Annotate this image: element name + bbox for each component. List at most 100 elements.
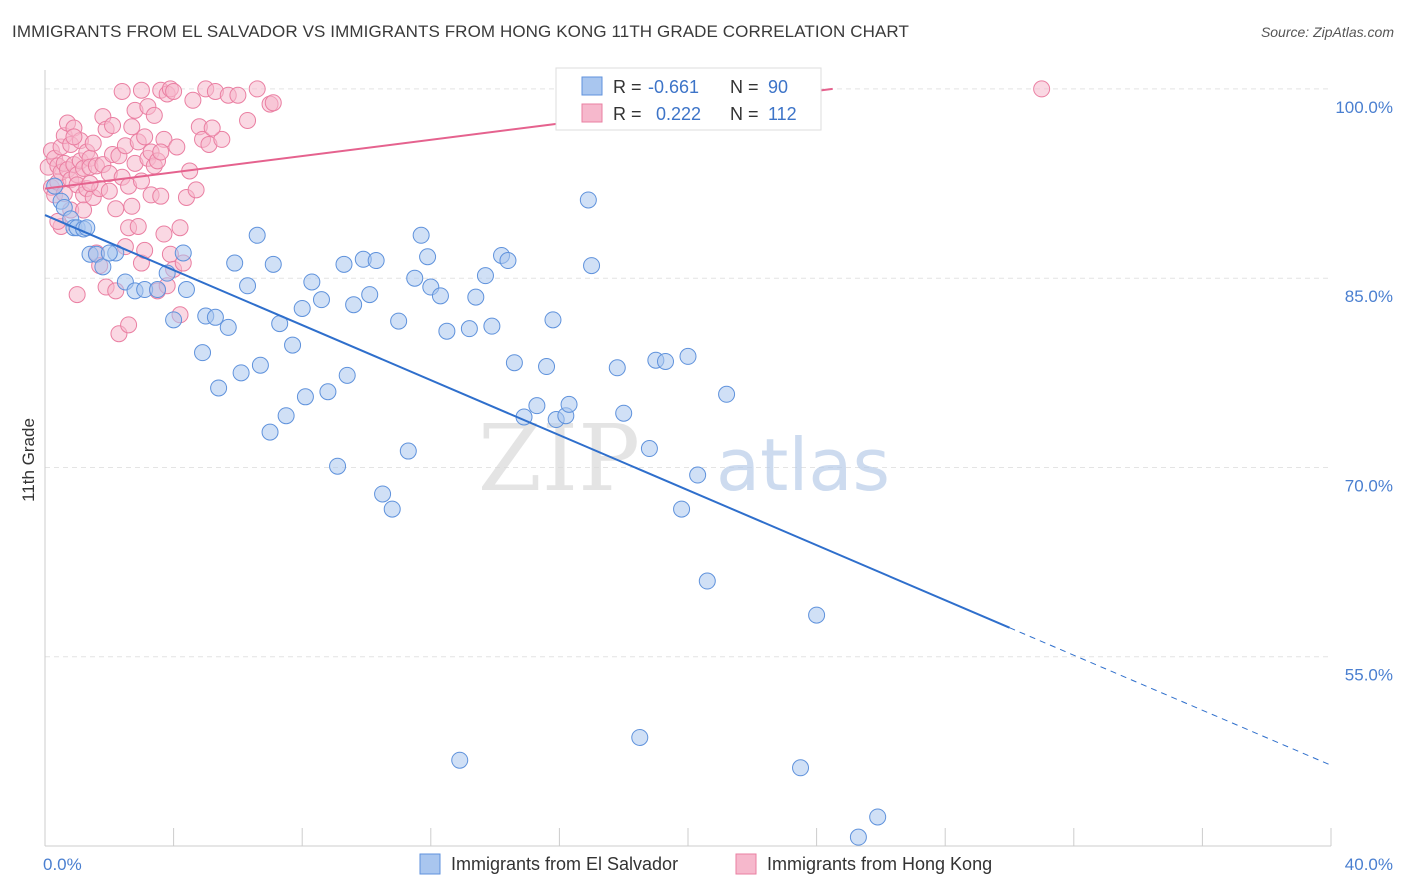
series-legend-label-pink: Immigrants from Hong Kong: [767, 854, 992, 874]
el-salvador-point: [149, 281, 167, 299]
hong-kong-point: [100, 182, 118, 200]
legend-r-label-2: R =: [613, 104, 642, 124]
source-label: Source: ZipAtlas.com: [1260, 24, 1394, 40]
el-salvador-point: [277, 407, 295, 425]
el-salvador-point: [673, 500, 691, 518]
el-salvador-point: [792, 759, 810, 777]
correlation-legend: R = -0.661 N = 90 R = 0.222 N = 112: [555, 67, 822, 131]
el-salvador-point: [194, 344, 212, 362]
hong-kong-point: [123, 197, 141, 215]
hong-kong-point: [1033, 80, 1051, 98]
el-salvador-point: [177, 281, 195, 299]
hong-kong-point: [171, 219, 189, 237]
x-tick-label: 40.0%: [1345, 855, 1393, 874]
el-salvador-point: [560, 395, 578, 413]
hong-kong-point: [68, 286, 86, 304]
el-salvador-point: [303, 273, 321, 291]
hong-kong-point: [165, 82, 183, 100]
el-salvador-point: [476, 267, 494, 285]
el-salvador-point: [293, 299, 311, 317]
el-salvador-point: [284, 336, 302, 354]
el-salvador-point: [499, 252, 517, 270]
hong-kong-point: [213, 130, 231, 148]
hong-kong-point: [113, 82, 131, 100]
el-salvador-point: [849, 828, 867, 846]
series-legend: Immigrants from El Salvador Immigrants f…: [419, 853, 992, 875]
hong-kong-point: [120, 316, 138, 334]
el-salvador-point: [615, 404, 633, 422]
legend-n-label-1: N =: [730, 77, 759, 97]
el-salvador-point: [538, 358, 556, 376]
hong-kong-point: [65, 128, 83, 146]
hong-kong-point: [136, 128, 154, 146]
y-tick-label: 85.0%: [1345, 287, 1393, 306]
el-salvador-point: [656, 352, 674, 370]
legend-n-value-2: 112: [768, 104, 797, 124]
el-salvador-point: [338, 366, 356, 384]
el-salvador-points: [46, 177, 887, 846]
hong-kong-point: [203, 119, 221, 137]
el-salvador-point: [345, 296, 363, 314]
el-salvador-point: [467, 288, 485, 306]
hong-kong-point: [168, 138, 186, 156]
el-salvador-point: [631, 728, 649, 746]
el-salvador-point: [679, 347, 697, 365]
el-salvador-point: [399, 442, 417, 460]
y-tick-label: 55.0%: [1345, 666, 1393, 685]
hong-kong-point: [129, 217, 147, 235]
legend-swatch-pink: [581, 103, 603, 123]
x-tick-label: 0.0%: [43, 855, 82, 874]
hong-kong-point: [152, 187, 170, 205]
el-salvador-point: [451, 751, 469, 769]
hong-kong-point: [123, 118, 141, 136]
hong-kong-point: [155, 225, 173, 243]
el-salvador-point: [431, 287, 449, 305]
el-salvador-point: [232, 364, 250, 382]
hong-kong-point: [248, 80, 266, 98]
el-salvador-point: [869, 808, 887, 826]
y-axis-label: 11th Grade: [19, 418, 38, 502]
series-legend-label-blue: Immigrants from El Salvador: [451, 854, 678, 874]
hong-kong-point: [145, 106, 163, 124]
y-tick-label: 70.0%: [1345, 476, 1393, 495]
hong-kong-point: [187, 181, 205, 199]
legend-n-value-1: 90: [768, 77, 788, 97]
chart-title: IMMIGRANTS FROM EL SALVADOR VS IMMIGRANT…: [12, 22, 909, 41]
hong-kong-point: [264, 94, 282, 112]
el-salvador-point: [226, 254, 244, 272]
hong-kong-point: [107, 200, 125, 218]
el-salvador-point: [528, 397, 546, 415]
legend-n-label-2: N =: [730, 104, 759, 124]
el-salvador-point: [206, 308, 224, 326]
el-salvador-trend-line: [44, 214, 1010, 629]
el-salvador-point: [412, 226, 430, 244]
el-salvador-trend-extension: [1009, 627, 1332, 766]
hong-kong-point: [184, 91, 202, 109]
el-salvador-point: [505, 354, 523, 372]
y-tick-label: 100.0%: [1335, 98, 1393, 117]
el-salvador-point: [174, 244, 192, 262]
el-salvador-point: [438, 322, 456, 340]
el-salvador-point: [329, 457, 347, 475]
el-salvador-point: [312, 291, 330, 309]
series-legend-swatch-blue: [419, 853, 441, 875]
el-salvador-point: [583, 257, 601, 275]
hong-kong-point: [104, 117, 122, 135]
el-salvador-point: [100, 244, 118, 262]
el-salvador-point: [296, 388, 314, 406]
legend-r-value-2: 0.222: [656, 104, 701, 124]
el-salvador-point: [219, 318, 237, 336]
hong-kong-point: [75, 201, 93, 219]
hong-kong-point: [132, 81, 150, 99]
el-salvador-point: [335, 255, 353, 273]
el-salvador-point: [579, 191, 597, 209]
trend-lines: [44, 87, 1332, 766]
el-salvador-point: [419, 248, 437, 266]
legend-r-label-1: R =: [613, 77, 642, 97]
el-salvador-point: [483, 317, 501, 335]
el-salvador-point: [460, 320, 478, 338]
hong-kong-point: [239, 111, 257, 129]
axes: 55.0% 70.0% 85.0% 100.0% 0.0% 40.0%: [43, 70, 1393, 874]
el-salvador-point: [544, 311, 562, 329]
hong-kong-point: [152, 143, 170, 161]
